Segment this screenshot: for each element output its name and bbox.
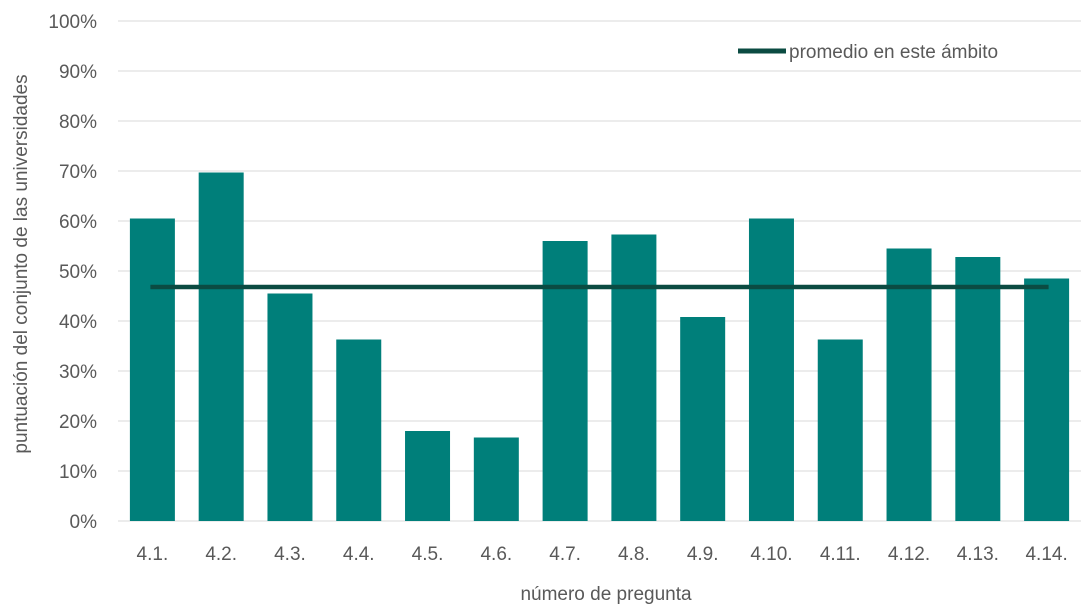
bar-4-2 [198, 172, 244, 521]
bar-4-14 [1024, 278, 1070, 521]
x-tick-label: 4.1. [137, 544, 169, 565]
bar-4-6 [473, 437, 519, 521]
y-tick-label: 80% [59, 112, 97, 133]
y-tick-label: 60% [59, 212, 97, 233]
bar-4-1 [129, 218, 175, 521]
y-tick-label: 50% [59, 262, 97, 283]
x-tick-label: 4.14. [1025, 544, 1067, 565]
x-tick-label: 4.10. [750, 544, 792, 565]
x-tick-label: 4.7. [549, 544, 581, 565]
y-tick-label: 0% [70, 512, 98, 533]
bar-4-3 [267, 293, 313, 521]
bar-4-5 [405, 431, 451, 521]
y-tick-label: 10% [59, 462, 97, 483]
y-tick-label: 20% [59, 412, 97, 433]
bars [129, 172, 1070, 521]
x-tick-label: 4.6. [480, 544, 512, 565]
y-tick-label: 90% [59, 62, 97, 83]
bar-4-7 [542, 241, 588, 521]
x-axis-ticks: 4.1. 4.2. 4.3. 4.4. 4.5. 4.6. 4.7. 4.8. 4.9. 4.10… [137, 544, 1068, 565]
legend: promedio en este ámbito [738, 42, 998, 63]
bar-4-11 [817, 339, 863, 521]
y-tick-label: 70% [59, 162, 97, 183]
gridlines [118, 20, 1081, 522]
bar-4-13 [955, 257, 1001, 521]
y-tick-label: 30% [59, 362, 97, 383]
bar-4-4 [336, 339, 382, 521]
x-tick-label: 4.13. [957, 544, 999, 565]
bar-4-8 [611, 234, 657, 521]
x-tick-label: 4.3. [274, 544, 306, 565]
x-tick-label: 4.2. [205, 544, 237, 565]
x-tick-label: 4.12. [888, 544, 930, 565]
x-axis-title: número de pregunta [520, 584, 692, 605]
y-axis-title: puntuación del conjunto de las universid… [11, 74, 32, 453]
y-axis-ticks: 0% 10% 20% 30% 40% 50% 60% 70% 80% 90% 100% [48, 12, 97, 533]
x-tick-label: 4.11. [820, 544, 861, 565]
bar-4-12 [886, 248, 932, 521]
x-tick-label: 4.8. [618, 544, 650, 565]
bar-4-9 [680, 317, 726, 521]
legend-label-average: promedio en este ámbito [789, 42, 998, 63]
y-tick-label: 40% [59, 312, 97, 333]
x-tick-label: 4.9. [687, 544, 719, 565]
y-tick-label: 100% [48, 12, 97, 33]
bar-4-10 [748, 218, 794, 521]
x-tick-label: 4.5. [412, 544, 444, 565]
x-tick-label: 4.4. [343, 544, 375, 565]
